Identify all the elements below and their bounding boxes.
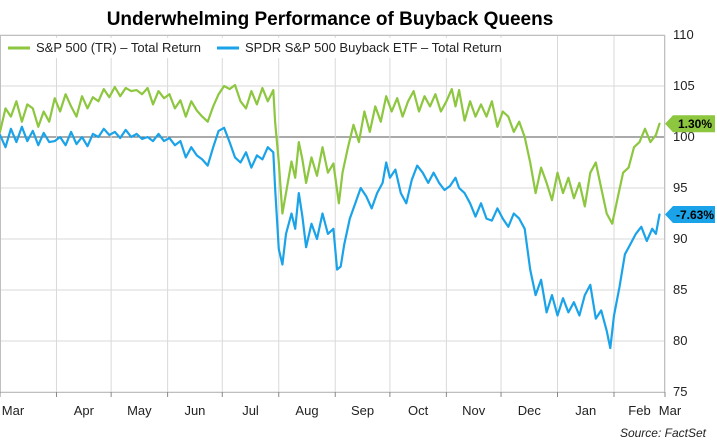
- x-tick-label: Aug: [295, 403, 318, 418]
- y-axis-ticks: 75 80 85 90 95 100 105 110: [673, 27, 695, 399]
- y-tick-label: 80: [673, 333, 687, 348]
- end-tag-label-0: 1.30%: [678, 117, 712, 131]
- y-tick-label: 90: [673, 231, 687, 246]
- series-layer: [0, 83, 661, 350]
- y-tick-label: 85: [673, 282, 687, 297]
- y-tick-label: 105: [673, 78, 695, 93]
- y-tick-label: 95: [673, 180, 687, 195]
- plot-frame: [0, 35, 665, 393]
- end-tag-0: [665, 115, 715, 133]
- x-tick-label: Nov: [462, 403, 486, 418]
- end-tag-1: [665, 206, 715, 224]
- y-tick-label: 100: [673, 129, 695, 144]
- source-note: Source: FactSet: [620, 426, 707, 440]
- plot-border: [0, 35, 665, 393]
- legend-label-1: SPDR S&P 500 Buyback ETF – Total Return: [245, 40, 502, 55]
- x-axis-ticks: Mar Apr May Jun Jul Aug Sep Oct Nov Dec Jan Feb Mar: [0, 392, 682, 418]
- x-tick-label: Feb: [628, 403, 650, 418]
- series-line-0: [0, 83, 661, 225]
- x-tick-label: May: [127, 403, 152, 418]
- x-tick-label: Oct: [408, 403, 429, 418]
- x-tick-label: Mar: [659, 403, 682, 418]
- x-tick-label: Apr: [74, 403, 95, 418]
- series-line-1: [0, 125, 661, 350]
- legend: S&P 500 (TR) – Total Return SPDR S&P 500 …: [3, 38, 513, 58]
- chart-title: Underwhelming Performance of Buyback Que…: [107, 9, 554, 30]
- grid: [0, 34, 666, 393]
- end-tag-label-1: -7.63%: [676, 208, 714, 222]
- legend-label-0: S&P 500 (TR) – Total Return: [36, 40, 201, 55]
- end-value-tags: 1.30% -7.63%: [665, 115, 715, 224]
- x-tick-label: Jun: [184, 403, 205, 418]
- x-tick-label: Mar: [2, 403, 25, 418]
- x-tick-label: Dec: [518, 403, 542, 418]
- legend-background: [3, 38, 513, 58]
- y-tick-label: 110: [673, 27, 694, 42]
- x-tick-label: Jan: [575, 403, 596, 418]
- y-tick-label: 75: [673, 384, 687, 399]
- x-tick-label: Jul: [242, 403, 259, 418]
- x-tick-label: Sep: [351, 403, 374, 418]
